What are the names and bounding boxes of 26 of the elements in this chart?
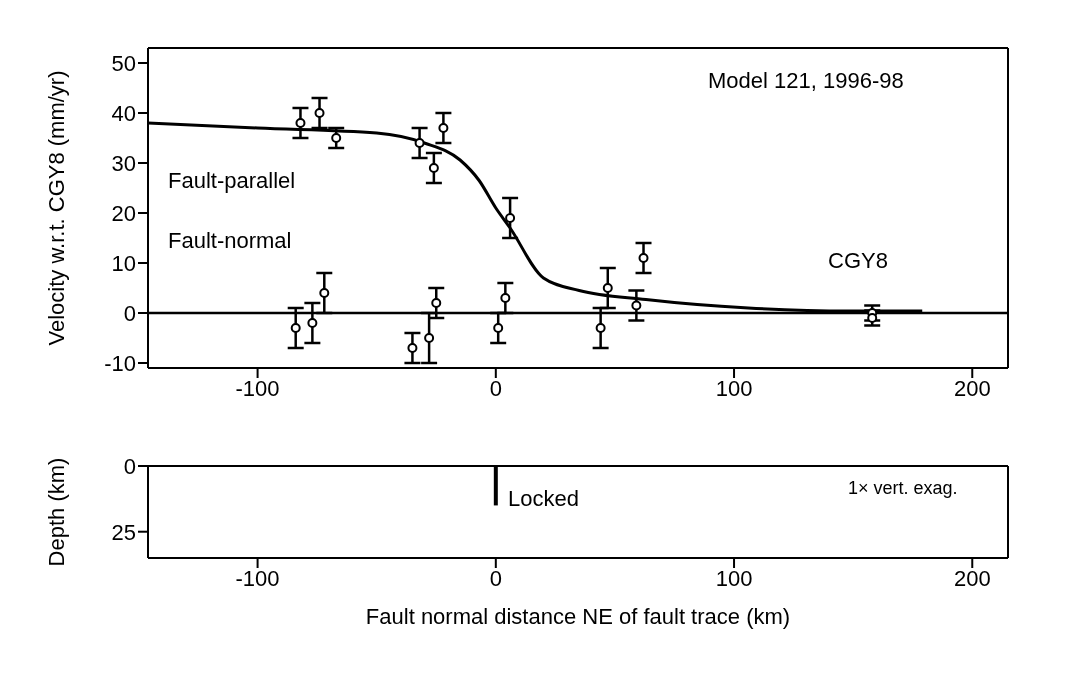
series-label: Fault-parallel: [168, 168, 296, 194]
y-tick-label: 40: [111, 100, 136, 126]
y-axis-title: Depth (km): [43, 457, 69, 567]
annotation: Locked: [508, 486, 579, 512]
y-tick-label: 0: [123, 300, 136, 326]
x-tick-label: -100: [235, 375, 280, 401]
text: Fault-normal: [168, 228, 292, 254]
annotation: CGY8: [828, 248, 888, 274]
x-tick-label: 0: [489, 375, 502, 401]
y-tick-label: 20: [111, 200, 136, 226]
annotation: 1× vert. exag.: [848, 478, 958, 499]
y-tick-label: 10: [111, 250, 136, 276]
y-tick-label: 50: [111, 50, 136, 76]
annotation: Model 121, 1996-98: [708, 68, 904, 94]
x-tick-label: 200: [953, 565, 991, 591]
y-tick-label: 25: [111, 519, 136, 545]
x-tick-label: 0: [489, 565, 502, 591]
y-axis-title: Velocity w.r.t. CGY8 (mm/yr): [43, 70, 69, 346]
x-axis-title: Fault normal distance NE of fault trace (km): [365, 604, 791, 629]
y-tick-label: 0: [123, 453, 136, 479]
x-tick-label: 200: [953, 375, 991, 401]
y-tick-label: -10: [104, 350, 136, 376]
x-tick-label: 100: [715, 375, 753, 401]
x-tick-label: 100: [715, 565, 753, 591]
y-tick-label: 30: [111, 150, 136, 176]
x-tick-label: -100: [235, 565, 280, 591]
